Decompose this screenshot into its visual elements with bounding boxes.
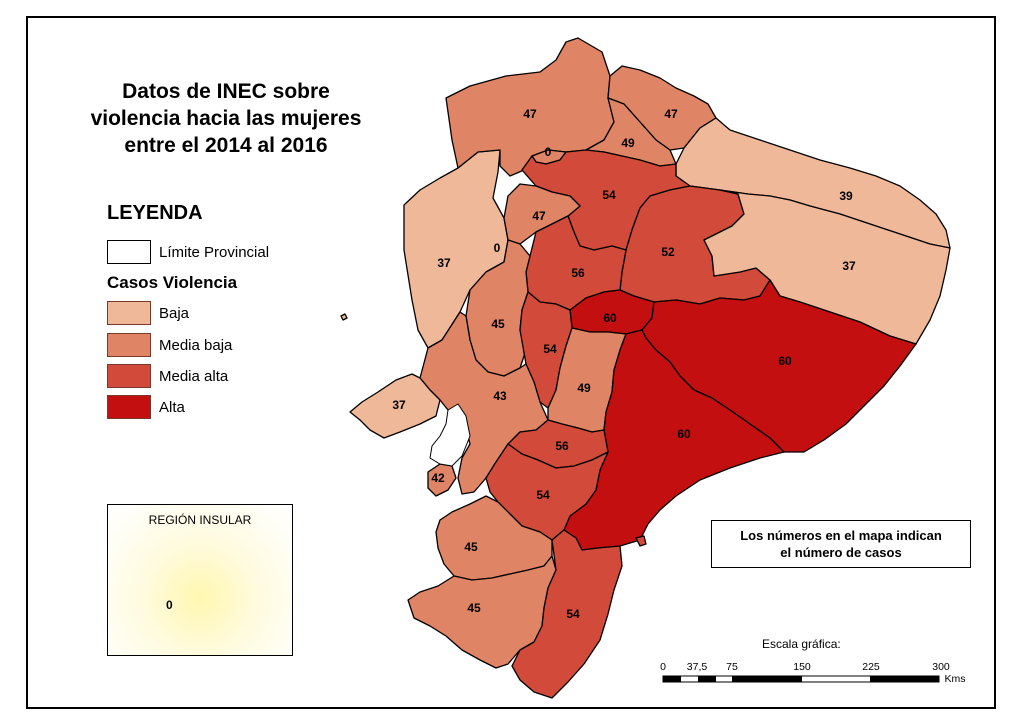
province-value-label: 49 (577, 381, 591, 395)
title-line-1: Datos de INEC sobre (122, 80, 330, 103)
map-title: Datos de INEC sobre violencia hacia las … (56, 78, 396, 159)
scale-tick-label: 0 (660, 661, 666, 673)
legend-label-baja: Baja (159, 304, 190, 322)
legend-boundary-swatch (107, 240, 151, 264)
legend-swatch-media-baja (107, 333, 151, 357)
province-value-label: 56 (555, 439, 569, 453)
scale-unit-label: Kms (945, 673, 966, 685)
province-value-label: 43 (493, 389, 507, 403)
province-value-label: 54 (536, 488, 550, 502)
province-value-label: 56 (571, 266, 585, 280)
note-line-2: el número de casos (780, 545, 902, 560)
legend-row-baja: Baja (107, 300, 189, 326)
province-value-label: 49 (621, 136, 635, 150)
province-value-label: 45 (491, 317, 505, 331)
province-value-label: 54 (566, 607, 580, 621)
province-value-label: 39 (839, 189, 853, 203)
legend-swatch-media-alta (107, 364, 151, 388)
province-value-label: 60 (603, 311, 617, 325)
province-value-label: 60 (677, 427, 691, 441)
province-value-label: 42 (431, 471, 445, 485)
island-small (340, 313, 348, 321)
legend-label-alta: Alta (159, 398, 185, 416)
province-value-label: 37 (842, 259, 856, 273)
legend-swatch-alta (107, 395, 151, 419)
gulf-water (429, 403, 471, 467)
scale-tick-label: 75 (726, 661, 738, 673)
province-value-label: 60 (778, 354, 792, 368)
inset-region-insular: REGIÓN INSULAR 0 (107, 504, 293, 656)
scale-title: Escala gráfica: (762, 637, 841, 651)
legend-swatch-baja (107, 301, 151, 325)
province-value-label: 54 (543, 342, 557, 356)
province-santa-elena[interactable] (349, 373, 441, 439)
province-value-label: 0 (545, 145, 552, 159)
province-value-label: 45 (464, 540, 478, 554)
title-line-2: violencia hacia las mujeres (90, 107, 362, 130)
province-value-label: 54 (602, 188, 616, 202)
legend-cases-title: Casos Violencia (107, 273, 238, 292)
scale-tick-label: 150 (793, 661, 811, 673)
province-value-label: 47 (532, 209, 546, 223)
legend-boundary-row: Límite Provincial (107, 239, 269, 265)
legend-title: LEYENDA (107, 202, 203, 224)
note-line-1: Los números en el mapa indican (740, 528, 942, 543)
title-line-3: entre el 2014 al 2016 (124, 134, 328, 157)
province-value-label: 37 (437, 256, 451, 270)
province-zamora[interactable] (511, 529, 623, 699)
province-value-label: 45 (467, 601, 481, 615)
legend-row-media-baja: Media baja (107, 332, 232, 358)
note-box: Los números en el mapa indican el número… (711, 520, 971, 568)
province-value-label: 52 (661, 245, 675, 259)
inset-title: REGIÓN INSULAR (148, 513, 252, 527)
scale-tick-label: 225 (862, 661, 880, 673)
legend-row-alta: Alta (107, 394, 185, 420)
legend-label-media-baja: Media baja (159, 336, 233, 354)
inset-value: 0 (166, 598, 173, 612)
province-value-label: 47 (523, 107, 537, 121)
scale-tick-label: 300 (932, 661, 950, 673)
legend-row-media-alta: Media alta (107, 363, 228, 389)
legend-label-media-alta: Media alta (159, 367, 229, 385)
legend-boundary-label: Límite Provincial (159, 243, 270, 261)
province-value-label: 37 (392, 398, 406, 412)
scale-tick-label: 37,5 (687, 661, 708, 673)
province-value-label: 0 (494, 241, 501, 255)
province-value-label: 47 (664, 107, 678, 121)
island-small-2 (635, 535, 647, 547)
